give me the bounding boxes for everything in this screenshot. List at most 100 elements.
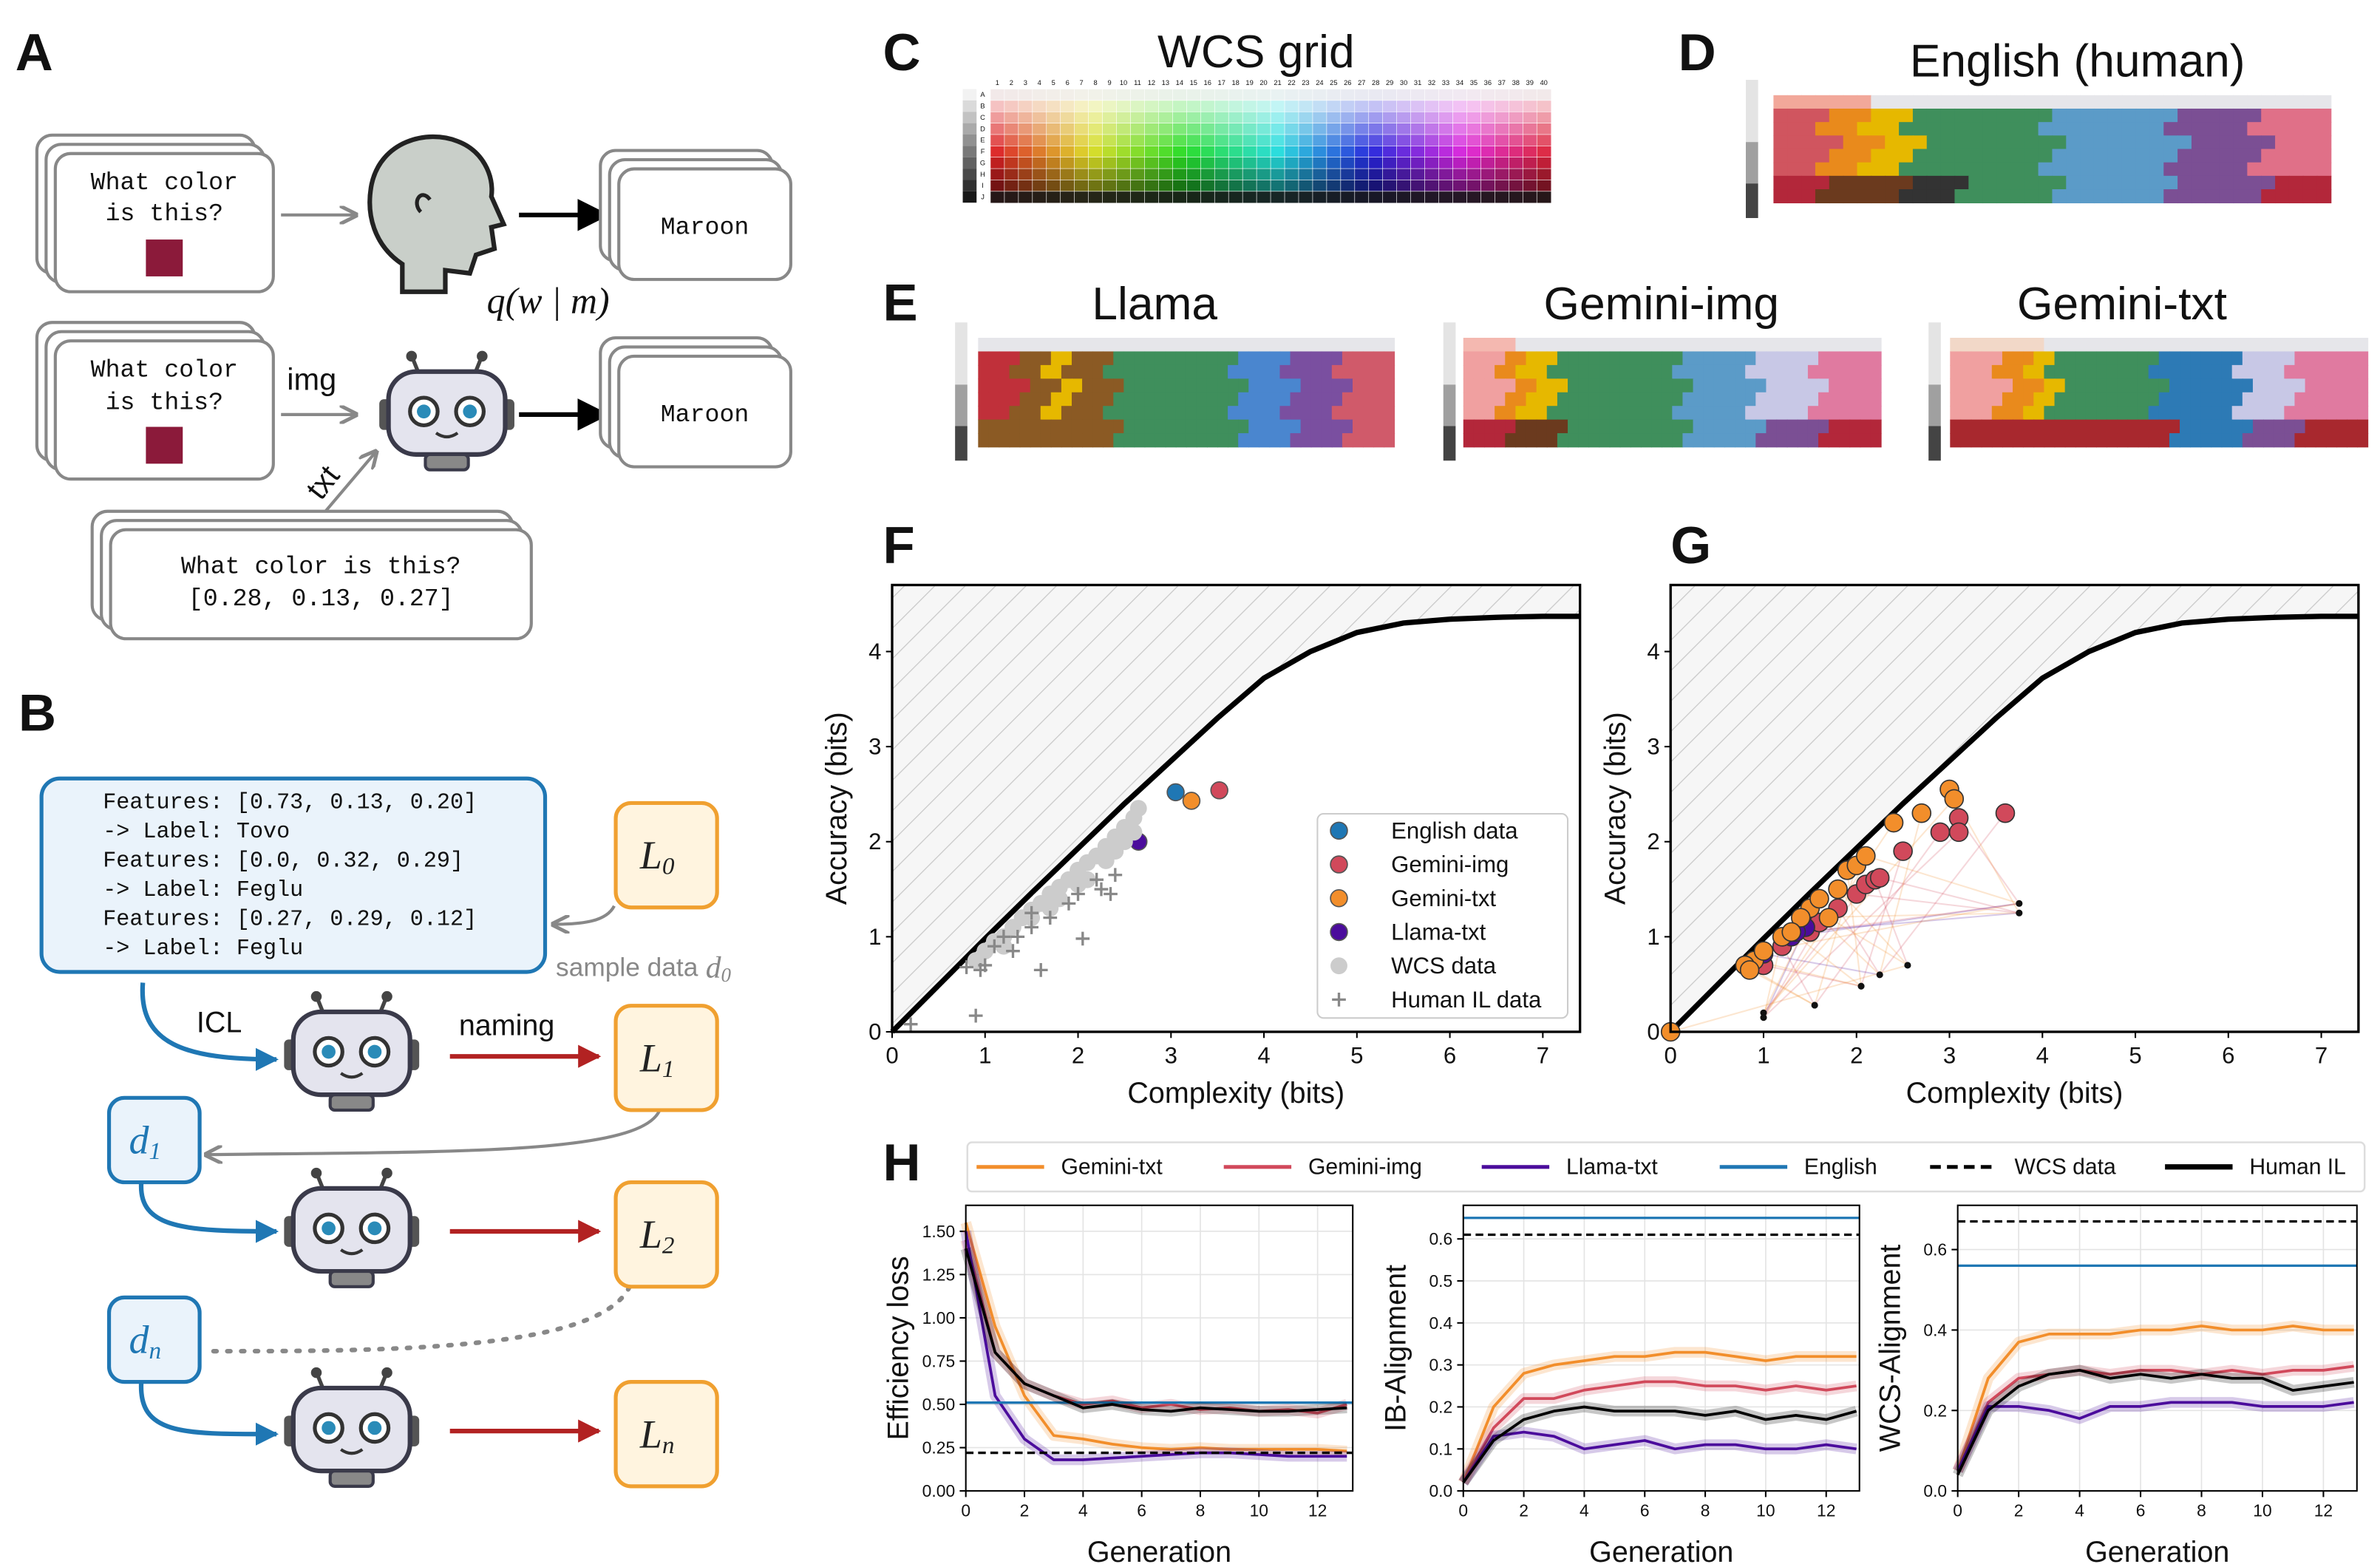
- map-cell: [1787, 149, 1802, 163]
- robot: [284, 991, 419, 1110]
- map-cell: [2357, 392, 2369, 407]
- map-cell: [2158, 364, 2170, 380]
- achromatic-bar: [1928, 426, 1941, 461]
- axes-frame: [891, 583, 1582, 1033]
- map-cell: [1113, 338, 1125, 353]
- color-cell: [1242, 157, 1258, 170]
- map-cell: [2316, 108, 2332, 123]
- arrow: [139, 1381, 279, 1446]
- map-cell: [2219, 95, 2234, 109]
- map-cell: [1926, 135, 1942, 150]
- trajectory: [1763, 953, 1880, 976]
- map-cell: [1269, 392, 1281, 407]
- color-cell: [1410, 157, 1426, 170]
- legend-label: English data: [1391, 817, 1518, 843]
- map-cell: [2274, 364, 2285, 380]
- map-cell: [1061, 364, 1072, 380]
- map-cell: [1818, 378, 1830, 393]
- map-cell: [1321, 406, 1333, 421]
- map-cell: [1857, 189, 1872, 204]
- map-cell: [2149, 122, 2165, 137]
- trajectory: [1795, 912, 2019, 933]
- color-cell: [1382, 123, 1398, 135]
- grid-row-label: E: [980, 137, 985, 144]
- map-cell: [2169, 351, 2180, 366]
- map-cell: [2135, 189, 2151, 204]
- prompt-line: Features: [0.27, 0.29, 0.12]: [103, 907, 477, 932]
- map-cell: [1113, 364, 1125, 380]
- map-cell: [1982, 108, 1997, 123]
- map-cell: [1870, 351, 1882, 366]
- dotted-link: [205, 1284, 632, 1354]
- point: [1106, 843, 1124, 860]
- color-cell: [1200, 100, 1216, 113]
- color-cell: [1410, 168, 1426, 181]
- color-cell: [1466, 123, 1482, 135]
- map-cell: [2305, 364, 2316, 380]
- map-cell: [1797, 351, 1809, 366]
- map-cell: [1981, 364, 1993, 380]
- map-cell: [2064, 392, 2076, 407]
- map-cell: [1009, 378, 1021, 393]
- color-cell: [1326, 157, 1342, 170]
- map-cell: [1871, 135, 1886, 150]
- map-cell: [1505, 351, 1517, 366]
- color-cell: [1088, 146, 1104, 158]
- map-cell: [1269, 364, 1281, 380]
- color-cell: [1032, 134, 1047, 147]
- map-cell: [1238, 338, 1250, 353]
- map-cell: [1713, 392, 1725, 407]
- map-cell: [1300, 378, 1312, 393]
- map-cell: [2177, 162, 2192, 177]
- trajectory: [1763, 902, 2020, 952]
- grid-column-label: 3: [1024, 79, 1027, 86]
- color-cell: [1536, 111, 1552, 124]
- map-cell: [1693, 406, 1704, 421]
- color-cell: [1396, 146, 1412, 158]
- query-text: What color: [91, 356, 238, 384]
- map-cell: [1797, 392, 1809, 407]
- x-tick-label: 3: [1943, 1043, 1956, 1069]
- map-cell: [999, 419, 1010, 434]
- map-cell: [1981, 419, 1993, 434]
- map-cell: [1082, 433, 1093, 448]
- map-cell: [1269, 419, 1281, 434]
- map-cell: [1228, 406, 1240, 421]
- map-cell: [2044, 364, 2056, 380]
- map-cell: [1352, 392, 1364, 407]
- color-cell: [1228, 191, 1244, 204]
- map-cell: [1165, 364, 1177, 380]
- map-cell: [2093, 175, 2109, 190]
- x-tick-label: 0: [1665, 1043, 1677, 1069]
- map-cell: [1971, 433, 1982, 448]
- map-cell: [2107, 433, 2118, 448]
- map-cell: [2274, 378, 2285, 393]
- color-cell: [1298, 89, 1313, 101]
- map-cell: [1630, 433, 1642, 448]
- color-cell: [1270, 111, 1285, 124]
- map-cell: [1040, 406, 1052, 421]
- map-cell: [1155, 433, 1166, 448]
- map-cell: [1773, 175, 1789, 190]
- map-cell: [1040, 378, 1052, 393]
- y-tick-label: 2: [1647, 829, 1659, 854]
- map-cell: [1279, 351, 1291, 366]
- color-cell: [1480, 100, 1496, 113]
- map-cell: [1745, 338, 1757, 353]
- map-cell: [1568, 419, 1579, 434]
- map-cell: [2211, 364, 2223, 380]
- map-cell: [978, 351, 990, 366]
- map-cell: [2316, 162, 2332, 177]
- map-cell: [2294, 406, 2306, 421]
- color-cell: [1186, 157, 1202, 170]
- color-cell: [1424, 191, 1440, 204]
- map-cell: [1968, 122, 1984, 137]
- map-cell: [2205, 108, 2220, 123]
- map-cell: [1578, 433, 1590, 448]
- x-tick-label: 2: [2014, 1501, 2024, 1520]
- map-cell: [2013, 364, 2024, 380]
- map-cell: [2138, 419, 2149, 434]
- map-cell: [2336, 392, 2347, 407]
- color-cell: [1200, 134, 1216, 147]
- map-cell: [1363, 392, 1374, 407]
